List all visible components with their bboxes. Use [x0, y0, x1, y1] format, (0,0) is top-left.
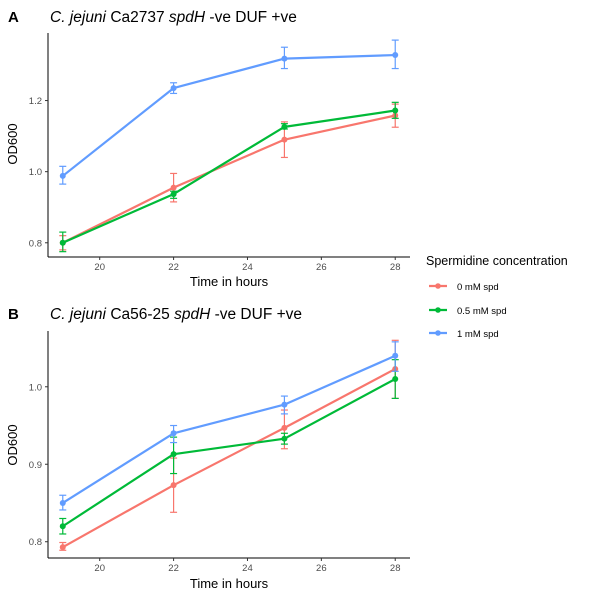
data-point [281, 435, 288, 442]
legend-label: 0.5 mM spd [457, 306, 507, 317]
legend-label: 1 mM spd [457, 329, 499, 340]
x-tick-label: 22 [168, 563, 179, 574]
x-tick-label: 22 [168, 262, 179, 273]
panel-a-title-gene: spdH [169, 9, 206, 26]
y-tick-label: 1.0 [29, 167, 42, 178]
legend-item-0: 0 mM spd [429, 282, 499, 293]
data-point [392, 107, 399, 114]
series-1-mm-spd [59, 341, 399, 511]
data-point [59, 523, 66, 530]
legend-key-dot [435, 307, 441, 313]
data-point [392, 352, 399, 359]
series-0-5-mm-spd [59, 101, 399, 253]
data-point [170, 482, 177, 489]
x-tick-label: 28 [390, 563, 401, 574]
series-line [62, 114, 396, 244]
panel-b-ylabel: OD600 [5, 424, 20, 465]
panel-a-title-strain: Ca2737 [110, 9, 164, 26]
y-tick-label: 0.8 [29, 537, 42, 548]
legend: Spermidine concentration 0 mM spd 0.5 mM… [426, 254, 568, 340]
data-point [59, 172, 66, 179]
panel-a-title: C. jejuni Ca2737 spdH -ve DUF +ve [50, 9, 297, 26]
panel-a-title-species: C. jejuni [50, 9, 107, 26]
series-line [62, 367, 396, 549]
data-point [281, 55, 288, 62]
legend-label: 0 mM spd [457, 282, 499, 293]
data-point [392, 52, 399, 59]
series-0-mm-spd [59, 339, 399, 551]
x-tick-label: 26 [316, 262, 327, 273]
x-tick-label: 20 [94, 262, 105, 273]
series-1-mm-spd [59, 39, 399, 185]
legend-item-2: 1 mM spd [429, 329, 499, 340]
legend-key-dot [435, 330, 441, 336]
data-point [392, 376, 399, 383]
legend-title: Spermidine concentration [426, 254, 568, 268]
data-point [59, 544, 66, 551]
series-0-5-mm-spd [59, 359, 399, 535]
data-point [281, 136, 288, 143]
data-point [170, 85, 177, 92]
panel-b-title-species: C. jejuni [50, 306, 107, 323]
panel-b-letter: B [8, 306, 19, 323]
panel-a-title-rest: -ve DUF +ve [209, 9, 296, 26]
x-tick-label: 24 [242, 262, 253, 273]
y-tick-label: 0.9 [29, 460, 42, 471]
data-point [170, 191, 177, 198]
panel-a-ylabel: OD600 [5, 123, 20, 164]
y-tick-label: 1.0 [29, 382, 42, 393]
series-0-mm-spd [59, 103, 399, 251]
panel-b-title: C. jejuni Ca56-25 spdH -ve DUF +ve [50, 306, 302, 323]
data-point [59, 239, 66, 246]
data-point [59, 499, 66, 506]
data-point [281, 401, 288, 408]
legend-item-1: 0.5 mM spd [429, 306, 507, 317]
data-point [170, 430, 177, 437]
series-line [62, 109, 396, 244]
y-tick-label: 1.2 [29, 96, 42, 107]
data-point [170, 184, 177, 191]
panel-b-plot: 20 22 24 26 28 0.8 0.9 1.0 [29, 331, 410, 574]
panel-a-plot: 20 22 24 26 28 0.8 1.0 1.2 [29, 33, 410, 273]
y-tick-label: 0.8 [29, 238, 42, 249]
series-line [62, 378, 396, 528]
panel-b-title-gene: spdH [174, 306, 211, 323]
panel-a-xlabel: Time in hours [190, 274, 269, 289]
panel-b-xlabel: Time in hours [190, 576, 269, 591]
data-point [170, 451, 177, 458]
x-tick-label: 28 [390, 262, 401, 273]
x-tick-label: 26 [316, 563, 327, 574]
panel-a-letter: A [8, 9, 19, 26]
data-point [281, 123, 288, 130]
panel-b-title-strain: Ca56-25 [110, 306, 169, 323]
data-point [281, 424, 288, 431]
panel-b-title-rest: -ve DUF +ve [215, 306, 302, 323]
series-line [62, 354, 396, 504]
x-tick-label: 24 [242, 563, 253, 574]
series-line [62, 53, 396, 177]
x-tick-label: 20 [94, 563, 105, 574]
legend-key-dot [435, 283, 441, 289]
